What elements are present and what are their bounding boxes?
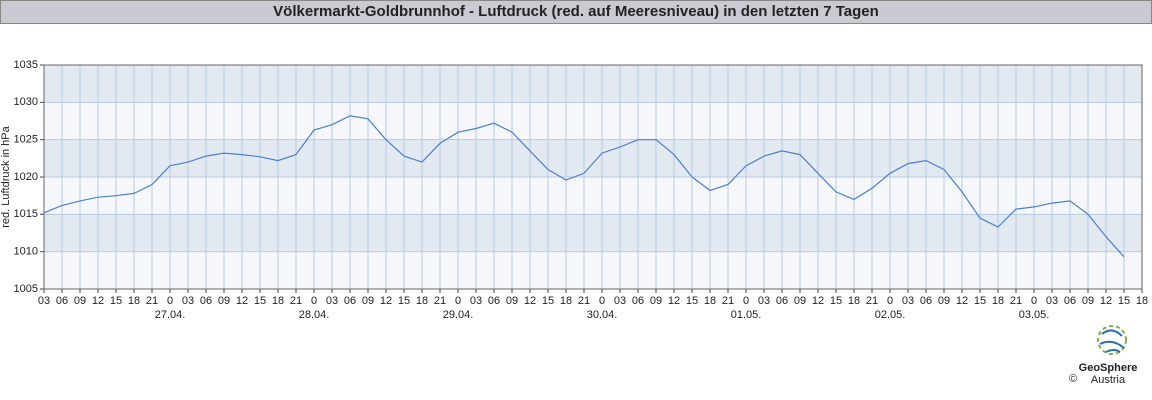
x-tick-label: 15 [110,295,122,307]
x-tick-label: 03 [902,295,914,307]
x-tick-label: 0 [599,295,605,307]
x-tick-label: 18 [992,295,1004,307]
x-tick-label: 15 [830,295,842,307]
x-tick-label: 12 [92,295,104,307]
x-tick-label: 03 [470,295,482,307]
x-tick-label: 03 [758,295,770,307]
x-tick-label: 12 [380,295,392,307]
x-tick-label: 06 [632,295,644,307]
x-tick-label: 06 [920,295,932,307]
x-tick-label: 0 [455,295,461,307]
x-tick-label: 09 [938,295,950,307]
chart-title: Völkermarkt-Goldbrunnhof - Luftdruck (re… [0,0,1152,24]
x-tick-label: 18 [416,295,428,307]
x-tick-label: 12 [1100,295,1112,307]
x-tick-label: 15 [398,295,410,307]
y-tick-label: 1035 [14,59,38,71]
x-tick-label: 18 [704,295,716,307]
logo-icon [1097,325,1127,355]
x-tick-label: 09 [794,295,806,307]
x-tick-label: 12 [236,295,248,307]
y-tick-label: 1010 [14,246,38,258]
x-tick-label: 15 [1118,295,1130,307]
x-tick-label: 09 [362,295,374,307]
x-tick-label: 18 [848,295,860,307]
x-tick-label: 21 [722,295,734,307]
x-tick-label: 0 [167,295,173,307]
x-tick-label: 0 [1031,295,1037,307]
x-tick-label: 03 [614,295,626,307]
copyright: © [1069,373,1077,385]
x-tick-label: 03 [182,295,194,307]
x-tick-label: 21 [1010,295,1022,307]
x-tick-label: 21 [434,295,446,307]
x-tick-label: 09 [650,295,662,307]
x-tick-label: 15 [974,295,986,307]
x-tick-label: 03 [326,295,338,307]
x-tick-label: 06 [344,295,356,307]
y-tick-label: 1005 [14,283,38,295]
y-tick-label: 1015 [14,208,38,220]
y-axis-label: red. Luftdruck in hPa [0,125,12,227]
x-tick-label: 12 [668,295,680,307]
x-tick-label: 21 [578,295,590,307]
date-label: 01.05. [731,309,762,321]
logo: GeoSphere Austria © [1069,325,1138,386]
date-label: 02.05. [875,309,906,321]
logo-sub: Austria [1091,374,1126,386]
x-tick-label: 12 [956,295,968,307]
plot-border [43,64,1143,290]
x-tick-label: 06 [1064,295,1076,307]
x-tick-label: 12 [524,295,536,307]
y-tick-label: 1025 [14,134,38,146]
grid-band [44,214,1142,252]
x-tick-label: 06 [56,295,68,307]
x-tick-label: 0 [743,295,749,307]
x-tick-label: 09 [74,295,86,307]
x-tick-label: 21 [866,295,878,307]
x-tick-label: 0 [311,295,317,307]
x-tick-label: 06 [200,295,212,307]
date-label: 28.04. [299,309,330,321]
x-tick-label: 06 [776,295,788,307]
x-tick-label: 03 [38,295,50,307]
x-tick-label: 18 [560,295,572,307]
x-tick-label: 09 [506,295,518,307]
date-label: 03.05. [1019,309,1050,321]
x-tick-label: 09 [218,295,230,307]
x-tick-label: 12 [812,295,824,307]
grid-band [44,65,1142,103]
x-tick-label: 18 [1136,295,1148,307]
x-tick-label: 21 [146,295,158,307]
grid-band [44,139,1142,177]
x-tick-label: 06 [488,295,500,307]
x-tick-label: 15 [686,295,698,307]
plot [40,64,1143,293]
x-tick-label: 0 [887,295,893,307]
date-label: 29.04. [443,309,474,321]
x-tick-label: 18 [128,295,140,307]
x-tick-label: 21 [290,295,302,307]
logo-name: GeoSphere [1079,362,1138,374]
x-tick-label: 18 [272,295,284,307]
logo-icon [1099,329,1125,353]
y-tick-label: 1020 [14,171,38,183]
x-tick-label: 15 [542,295,554,307]
x-tick-label: 09 [1082,295,1094,307]
date-label: 30.04. [587,309,618,321]
data-line [43,115,1125,258]
date-label: 27.04. [155,309,186,321]
y-tick-label: 1030 [14,96,38,108]
x-tick-label: 15 [254,295,266,307]
x-tick-label: 03 [1046,295,1058,307]
